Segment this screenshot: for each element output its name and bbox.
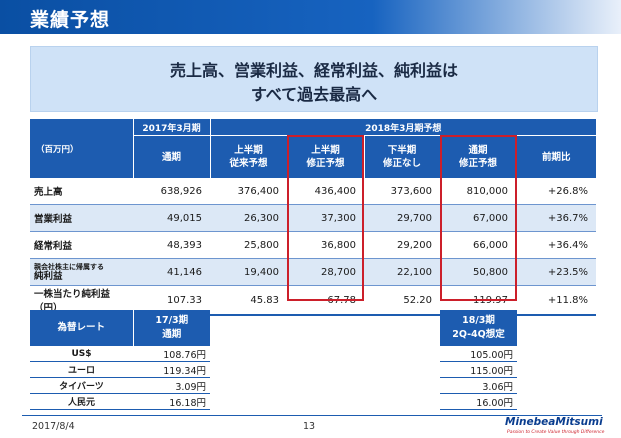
fx-forecast-header: 18/3期 2Q-4Q想定	[440, 310, 517, 346]
table-row: 売上高 638,926 376,400 436,400 373,600 810,…	[30, 178, 596, 205]
unit-label: （百万円）	[30, 119, 134, 178]
fx-currency: ユーロ	[30, 361, 133, 378]
fy2018-group-header: 2018年3月期予想	[210, 119, 596, 136]
fx-row: タイバーツ 3.09円	[30, 377, 210, 394]
fx-row: 105.00円	[440, 346, 517, 362]
table-row: 親会社株主に帰属する 純利益 41,146 19,400 28,700 22,10…	[30, 258, 596, 286]
fx-currency: 人民元	[30, 393, 133, 410]
cell-fy-revised: 66,000	[440, 231, 516, 259]
row-label: 売上高	[30, 178, 133, 205]
cell-h1-original: 25,800	[210, 231, 287, 259]
fx-row: 3.06円	[440, 377, 517, 394]
fx-period-header: 17/3期 通期	[133, 310, 210, 346]
cell-yoy: +36.4%	[516, 231, 596, 259]
cell-h1-original: 19,400	[210, 258, 287, 286]
forecast-table: （百万円） 2017年3月期 2018年3月期予想 通期 上半期 従来予想 上半期…	[30, 119, 596, 316]
fx-forecast: 3.06円	[440, 377, 517, 394]
cell-h1-revised: 436,400	[287, 178, 364, 205]
title-bar: 業績予想	[0, 0, 621, 34]
fx-actual: 108.76円	[133, 346, 210, 362]
fx-row: US$ 108.76円	[30, 346, 210, 362]
cell-fy-revised: 67,000	[440, 204, 516, 232]
page-number: 13	[303, 421, 316, 432]
fx-forecast-table: 18/3期 2Q-4Q想定 105.00円 115.00円 3.06円 16.00…	[440, 310, 517, 410]
cell-fy2017: 638,926	[133, 178, 210, 205]
fx-actual: 3.09円	[133, 377, 210, 394]
cell-yoy: +36.7%	[516, 204, 596, 232]
cell-fy-revised: 50,800	[440, 258, 516, 286]
cell-h1-revised: 37,300	[287, 204, 364, 232]
cell-h1-original: 45.83	[210, 285, 287, 316]
fx-row: 115.00円	[440, 361, 517, 378]
row-label-note: 親会社株主に帰属する	[34, 263, 104, 271]
company-logo: MinebeaMitsumi	[505, 416, 603, 428]
cell-fy2017: 41,146	[133, 258, 210, 286]
col-fy2017-full-year: 通期	[133, 135, 211, 178]
col-yoy: 前期比	[516, 135, 596, 178]
cell-fy-revised: 810,000	[440, 178, 516, 205]
cell-h1-revised: 28,700	[287, 258, 364, 286]
fx-actual: 16.18円	[133, 393, 210, 410]
cell-h1-original: 376,400	[210, 178, 287, 205]
fx-currency: US$	[30, 346, 133, 362]
cell-fy2017: 49,015	[133, 204, 210, 232]
cell-h2: 29,700	[364, 204, 440, 232]
row-label: 経常利益	[30, 231, 133, 259]
col-h1-original: 上半期 従来予想	[210, 135, 288, 178]
col-h1-revised: 上半期 修正予想	[287, 135, 365, 178]
fx-currency: タイバーツ	[30, 377, 133, 394]
headline-line-1: 売上高、営業利益、経常利益、純利益は	[169, 61, 458, 80]
company-tagline: Passion to Create Value through Differen…	[507, 430, 605, 435]
col-fy-revised: 通期 修正予想	[440, 135, 517, 178]
table-row: 経常利益 48,393 25,800 36,800 29,200 66,000 …	[30, 231, 596, 259]
col-h2-unchanged: 下半期 修正なし	[364, 135, 441, 178]
headline-banner: 売上高、営業利益、経常利益、純利益は すべて過去最高へ	[30, 46, 598, 112]
fx-forecast: 16.00円	[440, 393, 517, 410]
highlight-fy-revised	[440, 135, 517, 301]
page-title: 業績予想	[30, 9, 111, 31]
fx-actual: 119.34円	[133, 361, 210, 378]
cell-h2: 22,100	[364, 258, 440, 286]
fx-forecast: 105.00円	[440, 346, 517, 362]
cell-h2: 52.20	[364, 285, 440, 316]
footer-date: 2017/8/4	[32, 421, 75, 432]
fx-row: ユーロ 119.34円	[30, 361, 210, 378]
cell-h2: 373,600	[364, 178, 440, 205]
fx-forecast: 115.00円	[440, 361, 517, 378]
headline-line-2: すべて過去最高へ	[250, 85, 378, 104]
fy2017-group-header: 2017年3月期	[133, 119, 211, 136]
cell-h2: 29,200	[364, 231, 440, 259]
cell-fy2017: 48,393	[133, 231, 210, 259]
row-label-main: 純利益	[34, 271, 63, 282]
highlight-h1-revised	[287, 135, 364, 301]
fx-rate-table: 為替レート 17/3期 通期 US$ 108.76円 ユーロ 119.34円 タイ…	[30, 310, 210, 410]
cell-yoy: +23.5%	[516, 258, 596, 286]
footer-divider	[22, 415, 602, 416]
fx-row: 人民元 16.18円	[30, 393, 210, 410]
row-label: 親会社株主に帰属する 純利益	[30, 258, 133, 286]
cell-yoy: +11.8%	[516, 285, 596, 316]
table-row: 営業利益 49,015 26,300 37,300 29,700 67,000 …	[30, 204, 596, 232]
cell-yoy: +26.8%	[516, 178, 596, 205]
cell-h1-original: 26,300	[210, 204, 287, 232]
fx-header: 為替レート	[30, 310, 134, 346]
cell-h1-revised: 36,800	[287, 231, 364, 259]
row-label: 営業利益	[30, 204, 133, 232]
fx-row: 16.00円	[440, 393, 517, 410]
